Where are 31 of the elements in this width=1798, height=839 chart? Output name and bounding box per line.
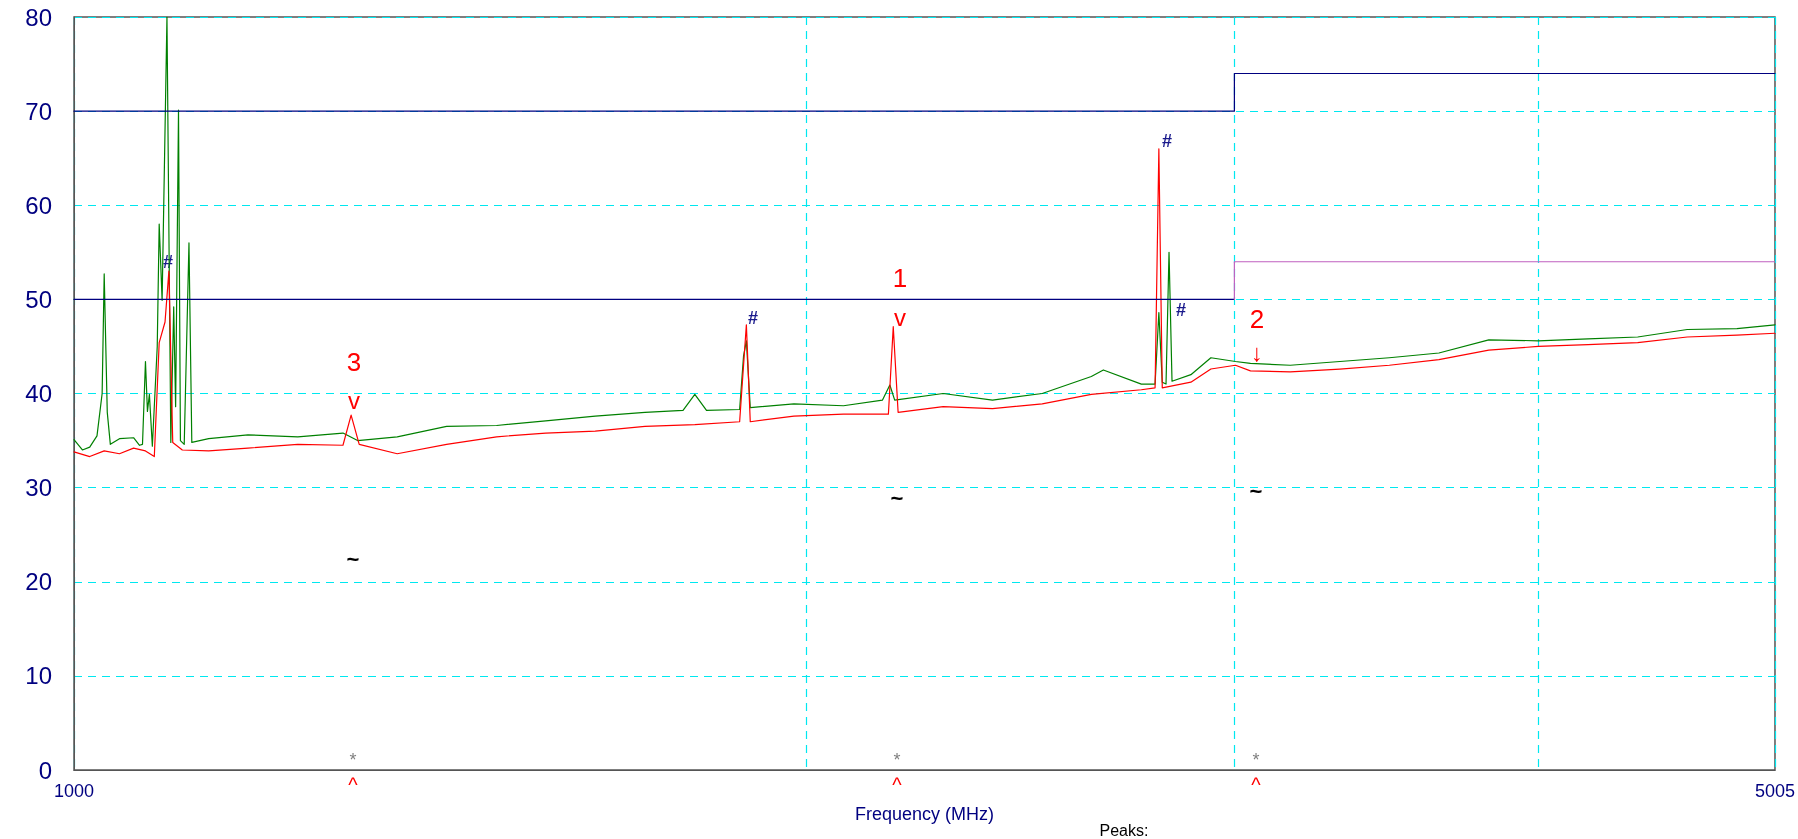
y-tick-label: 50 <box>25 285 52 313</box>
annotation: * <box>349 750 357 770</box>
annotation: v <box>348 386 360 414</box>
text: ^ <box>892 774 903 796</box>
y-tick-label: 10 <box>25 662 52 690</box>
y-tick-label: 30 <box>25 474 52 502</box>
annotation: # <box>747 308 759 328</box>
y-tick-label: 0 <box>38 756 52 784</box>
text: ^ <box>1251 774 1262 796</box>
annotation: 2 <box>1249 304 1265 334</box>
text: ^ <box>348 774 359 796</box>
x-axis-title: Frequency (MHz) <box>854 803 994 824</box>
annotation: # <box>1161 131 1173 151</box>
annotation: 1 <box>892 263 908 293</box>
y-tick-label: 80 <box>25 3 52 31</box>
annotation: # <box>1175 300 1187 320</box>
annotation: ~ <box>346 546 360 572</box>
text: Peaks: <box>1099 821 1149 839</box>
annotation: * <box>893 750 901 770</box>
annotation: * <box>1252 750 1260 770</box>
annotation: 3 <box>346 347 362 377</box>
y-tick-label: 70 <box>25 97 52 125</box>
annotation: ~ <box>1249 478 1263 504</box>
annotation: ↓ <box>1251 338 1263 366</box>
x-tick-label: 5005 <box>1754 781 1795 801</box>
y-tick-label: 60 <box>25 191 52 219</box>
y-tick-label: 20 <box>25 568 52 596</box>
y-tick-label: 40 <box>25 380 52 407</box>
annotation: ~ <box>890 485 904 511</box>
annotation: v <box>894 303 906 331</box>
x-tick-label: 1000 <box>53 781 95 801</box>
